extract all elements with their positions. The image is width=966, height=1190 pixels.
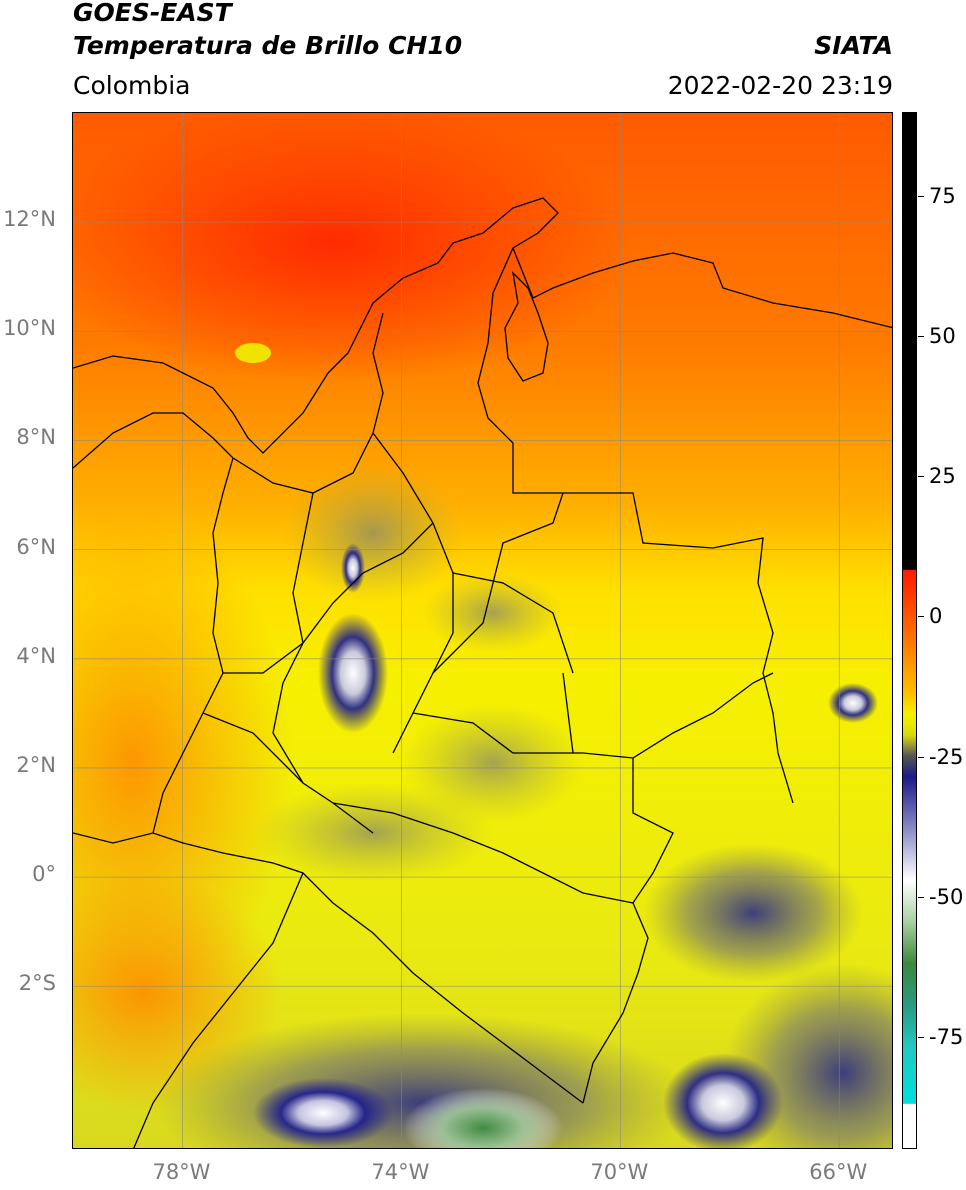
latitude-label: 12°N [3, 207, 56, 232]
cloud-cluster-llanos [403, 703, 583, 823]
latitude-label: 2°S [18, 971, 56, 996]
colorbar-tick-mark [918, 1036, 924, 1038]
pacific-coast [152, 457, 234, 834]
caribbean-coastline [73, 197, 892, 454]
longitude-label: 78°W [152, 1160, 211, 1184]
colorbar-tick-mark [918, 336, 924, 338]
cloud-cluster-central [423, 573, 563, 653]
colorbar-gradient [903, 113, 916, 1148]
department-borders-h [452, 572, 574, 674]
colombia-border-east [432, 492, 564, 674]
cold-cloud-top-southeast [663, 1053, 783, 1148]
cloud-cluster-east [643, 843, 863, 983]
coldest-cloud-top [403, 1088, 563, 1148]
longitude-label: 74°W [371, 1160, 430, 1184]
latitude-label: 0° [32, 862, 56, 887]
cold-cloud-top-east [828, 683, 878, 723]
department-borders-f [332, 802, 634, 904]
brightness-temperature-map [72, 112, 893, 1149]
colorbar-tick-label: 0 [929, 604, 943, 629]
product-title: Temperatura de Brillo CH10 [73, 31, 463, 60]
latitude-label: 10°N [3, 316, 56, 341]
country-borders [73, 197, 892, 1148]
convective-cell-caribbean [235, 343, 271, 363]
colombia-peru-border [272, 862, 584, 1104]
latitude-label: 8°N [16, 425, 56, 450]
satellite-title: GOES-EAST [73, 0, 232, 27]
graticule [73, 113, 892, 1148]
colombia-venezuela-south [562, 672, 774, 759]
colorbar [902, 112, 917, 1149]
colombia-brazil-border [582, 758, 674, 1104]
maracaibo-lake [504, 271, 549, 382]
panama-border [73, 412, 234, 469]
latitude-label: 2°N [16, 752, 56, 777]
colorbar-tick-label: -50 [929, 884, 964, 909]
colorbar-tick-mark [918, 756, 924, 758]
colorbar-tick-label: -25 [929, 744, 964, 769]
department-borders-g [412, 712, 573, 754]
cold-cloud-top-north [341, 543, 365, 593]
colorbar-tick-mark [918, 896, 924, 898]
colorbar-tick-mark [918, 476, 924, 478]
colorbar-tick-label: 75 [929, 184, 956, 209]
organization-label: SIATA [814, 31, 893, 60]
timestamp-label: 2022-02-20 23:19 [667, 71, 893, 100]
department-borders-b [272, 492, 374, 834]
ecuador-border [73, 832, 274, 864]
cold-cloud-top-andes [318, 613, 388, 733]
longitude-label: 70°W [590, 1160, 649, 1184]
colorbar-tick-label: 50 [929, 324, 956, 349]
department-borders-a [232, 312, 384, 494]
department-borders-c [372, 432, 454, 754]
colorbar-tick-mark [918, 616, 924, 618]
longitude-label: 66°W [809, 1160, 868, 1184]
region-label: Colombia [73, 71, 191, 100]
cloud-cluster-andes [283, 463, 463, 603]
department-borders-d [223, 522, 434, 674]
colorbar-tick-label: -75 [929, 1024, 964, 1049]
department-borders-e [202, 712, 304, 784]
warm-region [73, 113, 633, 383]
latitude-label: 6°N [16, 534, 56, 559]
map-canvas [73, 113, 892, 1148]
colombia-border-northeast [477, 247, 794, 804]
colorbar-tick-mark [918, 196, 924, 198]
colorbar-tick-label: 25 [929, 464, 956, 489]
cold-cloud-top-south [253, 1078, 393, 1148]
peru-coast-border [133, 872, 304, 1148]
latitude-label: 4°N [16, 643, 56, 668]
